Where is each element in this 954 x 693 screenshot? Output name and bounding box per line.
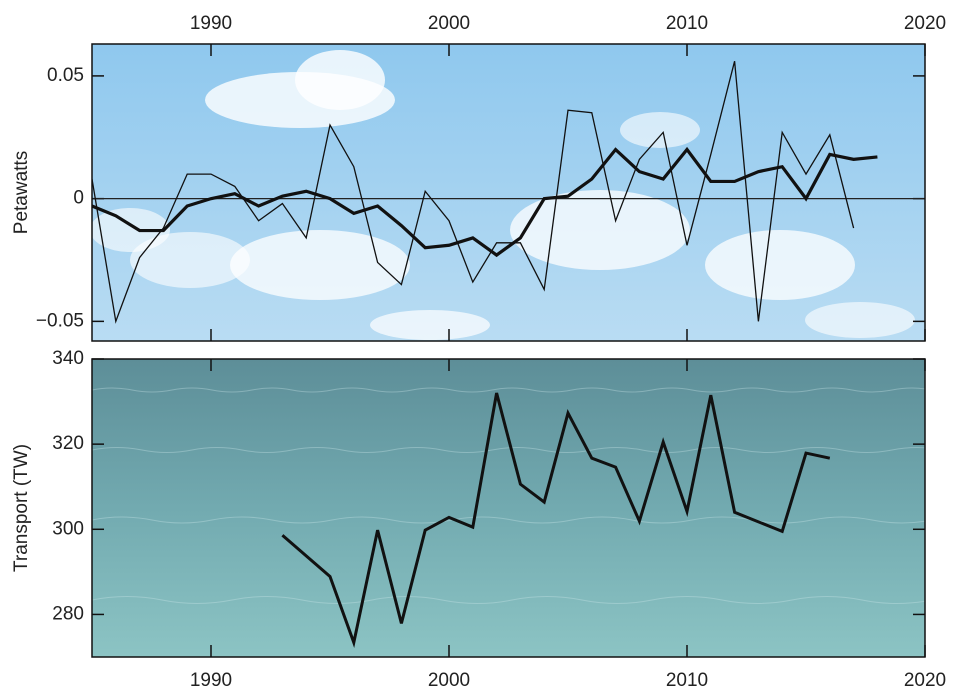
y-tick-label: 0.05: [47, 65, 84, 86]
data-line: [92, 61, 855, 324]
x-tick-label: 2010: [666, 670, 708, 691]
y-axis-label: Petawatts: [11, 151, 32, 234]
data-line: [281, 392, 831, 648]
x-tick-label: 1990: [190, 670, 232, 691]
x-tick-label: 2020: [904, 13, 946, 34]
x-tick-label: 2000: [428, 13, 470, 34]
x-tick-label: 2020: [904, 670, 946, 691]
y-axis-label: Transport (TW): [11, 444, 32, 572]
x-tick-label: 2000: [428, 670, 470, 691]
panel-frame: [91, 358, 926, 658]
y-tick-label: 0: [73, 188, 84, 209]
x-tick-label: 1990: [190, 13, 232, 34]
y-tick-label: −0.05: [36, 310, 84, 331]
panel-frame: [91, 43, 926, 342]
y-tick-label: 300: [52, 518, 84, 539]
y-tick-label: 340: [52, 348, 84, 369]
data-line: [92, 146, 878, 258]
sea-background: [92, 359, 925, 657]
y-tick-label: 280: [52, 603, 84, 624]
y-tick-label: 320: [52, 433, 84, 454]
x-tick-label: 2010: [666, 13, 708, 34]
waves: [92, 387, 925, 604]
